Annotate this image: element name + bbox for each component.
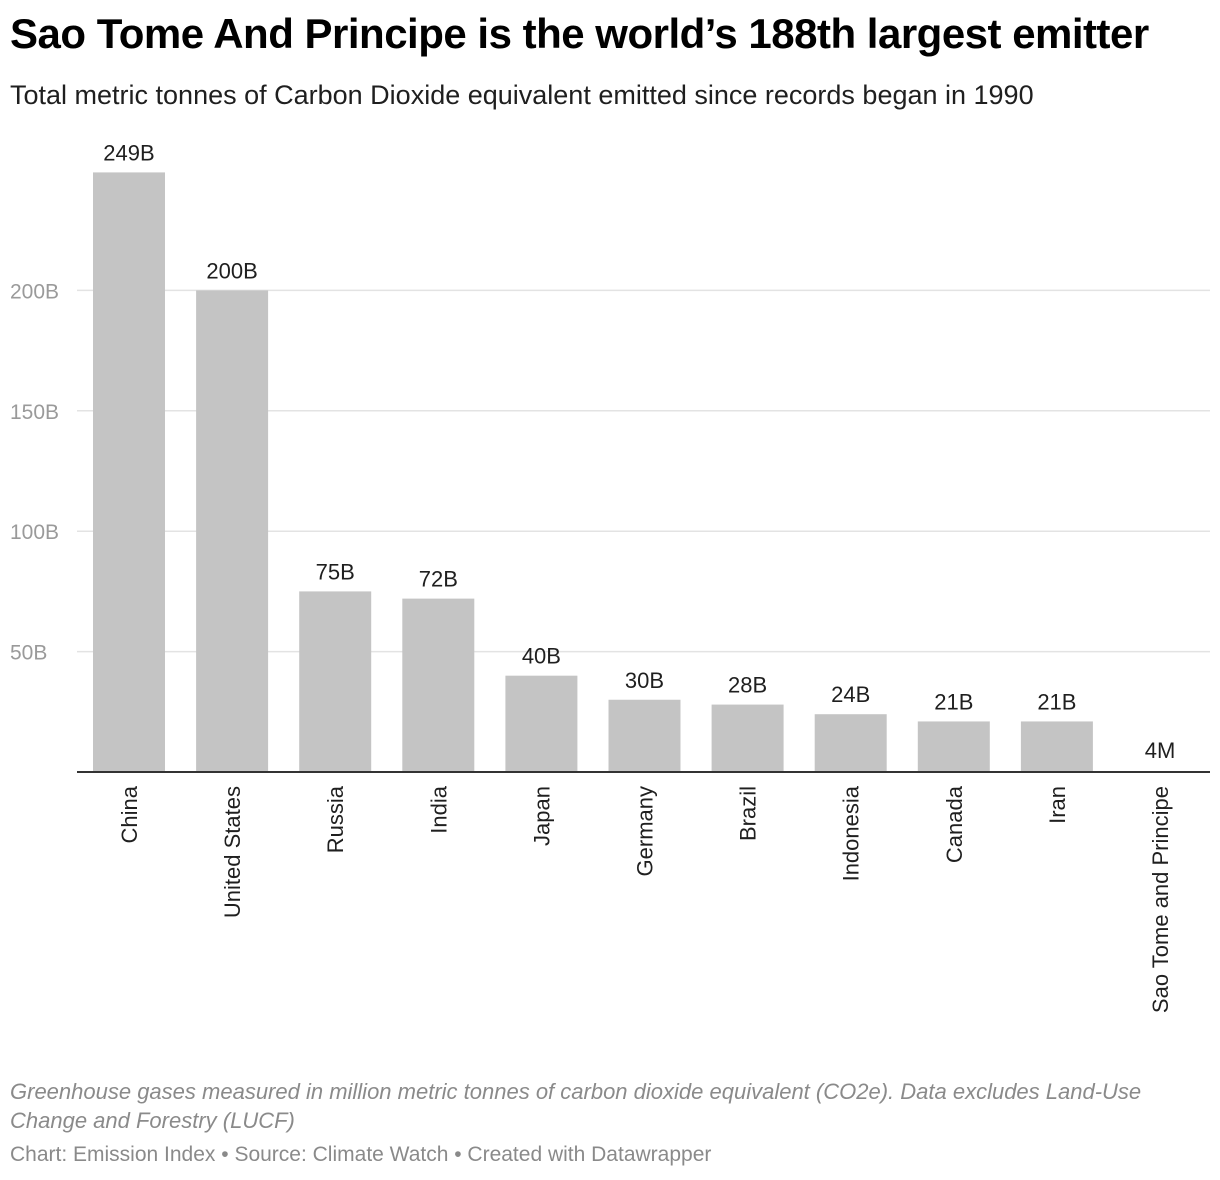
chart-subtitle: Total metric tonnes of Carbon Dioxide eq… — [10, 80, 1034, 110]
y-tick-label: 200B — [10, 280, 59, 303]
x-tick-label: Indonesia — [839, 785, 864, 881]
x-tick-label: Sao Tome and Principe — [1148, 786, 1173, 1013]
data-label: 21B — [1037, 689, 1076, 714]
data-label: 4M — [1145, 738, 1176, 763]
bar — [711, 704, 784, 772]
x-tick-label: China — [117, 785, 142, 843]
bar — [93, 172, 165, 772]
y-tick-label: 150B — [10, 401, 59, 424]
y-tick-label: 100B — [10, 521, 59, 544]
bar — [814, 714, 887, 772]
bar — [608, 699, 681, 772]
x-tick-label: Japan — [529, 786, 554, 846]
bar — [299, 591, 372, 772]
bar — [1020, 721, 1093, 772]
x-tick-label: Germany — [633, 786, 658, 876]
data-label: 72B — [419, 567, 458, 592]
bar — [505, 675, 578, 772]
x-tick-label: India — [426, 785, 451, 833]
data-label: 200B — [206, 258, 257, 283]
data-label: 40B — [522, 644, 561, 669]
x-tick-label: United States — [220, 786, 245, 918]
bar-chart: 50B 100B 150B 200B 249B China 200B United State… — [10, 140, 1210, 1013]
chart-title: Sao Tome And Principe is the world’s 188… — [10, 10, 1149, 57]
data-label: 75B — [316, 559, 355, 584]
chart-note: Greenhouse gases measured in million met… — [10, 1079, 1142, 1133]
chart-credits: Chart: Emission Index • Source: Climate … — [10, 1143, 712, 1166]
bar — [917, 721, 990, 772]
x-tick-label: Iran — [1045, 786, 1070, 824]
x-tick-label: Brazil — [736, 786, 761, 841]
x-tick-label: Russia — [323, 785, 348, 853]
x-tick-label: Canada — [942, 785, 967, 863]
data-label: 249B — [103, 140, 154, 165]
data-label: 28B — [728, 673, 767, 698]
data-label: 30B — [625, 668, 664, 693]
y-tick-label: 50B — [10, 642, 47, 665]
bar — [402, 598, 475, 772]
bar — [196, 290, 269, 772]
data-label: 21B — [934, 689, 973, 714]
data-label: 24B — [831, 682, 870, 707]
